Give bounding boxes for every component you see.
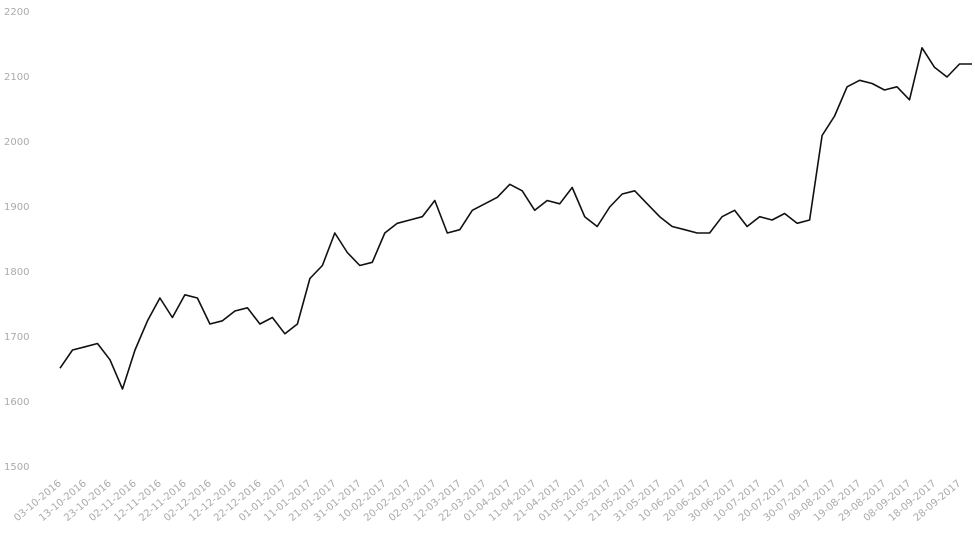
y-tick-label: 2200 — [4, 7, 29, 18]
price-line — [59, 47, 972, 390]
y-tick-label: 1700 — [4, 332, 29, 343]
y-tick-label: 1600 — [4, 397, 29, 408]
y-tick-label: 2000 — [4, 137, 29, 148]
y-tick-label: 1900 — [4, 202, 29, 213]
y-tick-label: 1800 — [4, 267, 29, 278]
y-tick-label: 1500 — [4, 462, 29, 473]
y-tick-label: 2100 — [4, 72, 29, 83]
